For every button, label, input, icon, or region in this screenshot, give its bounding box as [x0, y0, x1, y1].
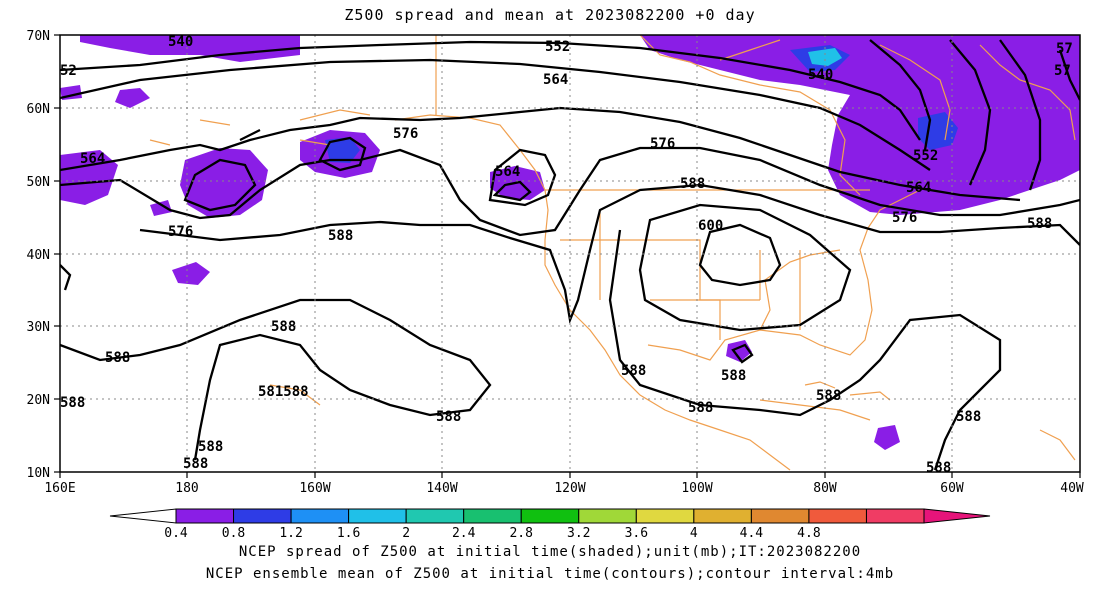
colorbar-segment: [923, 508, 991, 524]
lon-label: 160W: [299, 481, 330, 496]
contour-label: 588: [688, 400, 713, 416]
contour-label: 564: [543, 72, 568, 88]
axis-ticks: [54, 34, 1081, 478]
contour-label: 588: [816, 388, 841, 404]
colorbar-segment: [463, 508, 522, 524]
colorbar-segment: [865, 508, 925, 524]
coastlines: [149, 35, 1076, 471]
colorbar-segment: [693, 508, 752, 524]
colorbar-label: 2: [402, 526, 410, 541]
colorbar-labels: 0.4 0.8 1.2 1.6 2 2.4 2.8 3.2 3.6 4 4.4 4.8: [164, 526, 820, 541]
contour-label: 552: [913, 148, 938, 164]
colorbar-label: 2.8: [509, 526, 532, 541]
spread-shading: [60, 35, 1080, 450]
colorbar-label: 3.6: [625, 526, 648, 541]
caption-mean: NCEP ensemble mean of Z500 at initial ti…: [205, 566, 895, 582]
lat-label: 70N: [27, 29, 50, 44]
contour-label: 576: [168, 224, 193, 240]
chart-title: Z500 spread and mean at 2023082200 +0 da…: [344, 6, 756, 24]
contour-label: 588: [183, 456, 208, 472]
colorbar-label: 4: [690, 526, 698, 541]
lon-label: 140W: [426, 481, 457, 496]
contour-label: 588: [60, 395, 85, 411]
contour-label: 581588: [258, 384, 309, 400]
colorbar-segment: [348, 508, 407, 524]
lon-label: 180: [175, 481, 198, 496]
colorbar-label: 0.4: [164, 526, 188, 541]
contour-label: 540: [168, 34, 193, 50]
colorbar-label: 2.4: [452, 526, 476, 541]
lon-label: 120W: [554, 481, 585, 496]
contour-label: 588: [680, 176, 705, 192]
contour-label: 552: [545, 39, 570, 55]
contour-label: 564: [906, 180, 931, 196]
contour-label: 588: [436, 409, 461, 425]
colorbar-segment: [520, 508, 580, 524]
colorbar-segment: [405, 508, 465, 524]
contour-label: 564: [80, 151, 105, 167]
lat-label: 20N: [27, 393, 50, 408]
contour-label: 57: [1056, 41, 1073, 57]
contour-label: 564: [495, 164, 520, 180]
contour-label: 57: [1054, 63, 1071, 79]
contour-label: 588: [721, 368, 746, 384]
contour-label: 576: [393, 126, 418, 142]
contour-label: 588: [956, 409, 981, 425]
colorbar-label: 4.8: [797, 526, 820, 541]
lon-label: 100W: [681, 481, 712, 496]
colorbar-label: 1.6: [337, 526, 360, 541]
contour-label: 588: [328, 228, 353, 244]
lon-label: 40W: [1060, 481, 1084, 496]
lat-label: 30N: [27, 320, 50, 335]
contour-label: 588: [198, 439, 223, 455]
lat-label: 10N: [27, 466, 50, 481]
lat-label: 40N: [27, 248, 50, 263]
contour-label: 588: [926, 460, 951, 476]
colorbar: [109, 508, 991, 524]
colorbar-label: 1.2: [279, 526, 302, 541]
contours: [60, 39, 1080, 471]
colorbar-segment: [578, 508, 637, 524]
contour-label: 540: [808, 67, 833, 83]
contour-label: 588: [271, 319, 296, 335]
colorbar-label: 0.8: [222, 526, 245, 541]
contour-label: 576: [892, 210, 917, 226]
colorbar-label: 4.4: [740, 526, 764, 541]
lon-label: 80W: [813, 481, 837, 496]
contour-label: 600: [698, 218, 723, 234]
lat-labels: 70N 60N 50N 40N 30N 20N 10N: [27, 29, 50, 481]
contour-labels: 540 552 564 57 52 564 576 564 576 588 57…: [60, 34, 1073, 476]
caption-spread: NCEP spread of Z500 at initial time(shad…: [238, 544, 862, 560]
lon-label: 160E: [44, 481, 75, 496]
contour-label: 588: [1027, 216, 1052, 232]
colorbar-segment: [290, 508, 350, 524]
grid-lines: [60, 35, 1080, 472]
lat-label: 60N: [27, 102, 50, 117]
contour-label: 576: [650, 136, 675, 152]
colorbar-segment: [750, 508, 810, 524]
colorbar-segment: [808, 508, 867, 524]
lat-label: 50N: [27, 175, 50, 190]
colorbar-segment: [233, 508, 292, 524]
colorbar-segment: [109, 508, 177, 524]
contour-label: 588: [621, 363, 646, 379]
contour-label: 588: [105, 350, 130, 366]
lon-label: 60W: [940, 481, 964, 496]
colorbar-segment: [635, 508, 695, 524]
lon-labels: 160E 180 160W 140W 120W 100W 80W 60W 40W: [44, 481, 1084, 496]
colorbar-segment: [175, 508, 235, 524]
contour-label: 52: [60, 63, 77, 79]
colorbar-label: 3.2: [567, 526, 590, 541]
